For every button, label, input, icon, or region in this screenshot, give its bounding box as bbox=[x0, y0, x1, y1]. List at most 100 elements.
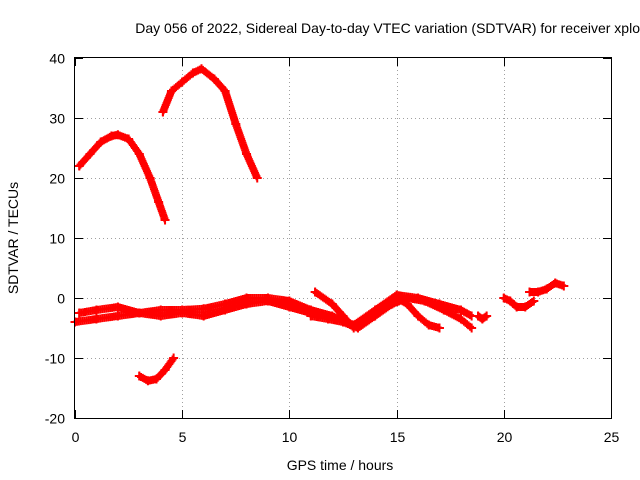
data-point bbox=[467, 323, 477, 333]
data-point bbox=[113, 311, 123, 321]
series-arc-6 bbox=[306, 293, 477, 333]
data-point bbox=[456, 314, 466, 324]
data-point bbox=[402, 299, 412, 309]
data-point bbox=[154, 197, 164, 207]
plot-frame bbox=[74, 57, 612, 419]
data-point bbox=[91, 314, 101, 324]
data-point bbox=[220, 305, 230, 315]
chart-title: Day 056 of 2022, Sidereal Day-to-day VTE… bbox=[135, 20, 640, 36]
data-point bbox=[434, 323, 444, 333]
tick-label-layer: 0 5 10 15 20 25 -20 -10 0 10 20 30 40 bbox=[45, 51, 620, 446]
data-point bbox=[533, 287, 543, 297]
data-point bbox=[327, 299, 337, 309]
data-point bbox=[166, 86, 176, 96]
data-point bbox=[370, 311, 380, 321]
data-point bbox=[96, 137, 106, 147]
series-arc-7 bbox=[310, 287, 359, 333]
y-tick-label: 20 bbox=[49, 171, 65, 187]
series-arc-10 bbox=[499, 293, 539, 312]
data-point bbox=[209, 74, 219, 84]
data-point bbox=[188, 68, 198, 78]
data-point bbox=[559, 281, 569, 291]
data-point bbox=[310, 287, 320, 297]
data-point bbox=[231, 119, 241, 129]
y-tick-label: 0 bbox=[57, 291, 65, 307]
data-point bbox=[106, 131, 116, 141]
data-point bbox=[199, 311, 209, 321]
data-point bbox=[196, 64, 206, 74]
x-tick-label: 25 bbox=[604, 429, 620, 445]
y-tick-label: 40 bbox=[49, 51, 65, 67]
data-point bbox=[134, 371, 144, 381]
y-axis-label: SDTVAR / TECUs bbox=[5, 182, 21, 294]
data-point bbox=[419, 296, 429, 306]
data-point bbox=[74, 308, 84, 318]
data-point bbox=[242, 149, 252, 159]
series-arc-3 bbox=[134, 353, 179, 386]
data-point bbox=[177, 77, 187, 87]
data-point bbox=[482, 311, 492, 321]
marker bbox=[168, 355, 177, 364]
data-point bbox=[252, 173, 262, 183]
data-layer bbox=[70, 64, 569, 386]
x-tick-label: 15 bbox=[390, 429, 406, 445]
series-arc-9 bbox=[473, 311, 492, 324]
data-point bbox=[505, 296, 515, 306]
data-point bbox=[456, 305, 466, 315]
marker bbox=[466, 322, 475, 331]
data-point bbox=[113, 130, 123, 140]
data-point bbox=[529, 296, 539, 306]
data-point bbox=[242, 299, 252, 309]
data-point bbox=[306, 311, 316, 321]
data-point bbox=[550, 278, 560, 288]
series-arc-2 bbox=[158, 64, 262, 183]
grid-layer bbox=[75, 58, 611, 418]
data-point bbox=[323, 314, 333, 324]
y-tick-label: -10 bbox=[45, 351, 65, 367]
data-point bbox=[124, 134, 134, 144]
x-tick-label: 0 bbox=[72, 429, 80, 445]
data-point bbox=[74, 161, 84, 171]
data-point bbox=[151, 374, 161, 384]
data-point bbox=[499, 293, 509, 303]
data-point bbox=[156, 311, 166, 321]
series-arc-1 bbox=[74, 130, 170, 225]
tick-layer bbox=[75, 58, 612, 419]
series-arc-5 bbox=[74, 296, 316, 321]
y-tick-label: 30 bbox=[49, 111, 65, 127]
x-tick-label: 5 bbox=[179, 429, 187, 445]
data-point bbox=[160, 215, 170, 225]
y-tick-label: -20 bbox=[45, 411, 65, 427]
x-tick-label: 10 bbox=[282, 429, 298, 445]
data-point bbox=[424, 320, 434, 330]
data-point bbox=[134, 149, 144, 159]
data-point bbox=[387, 299, 397, 309]
x-axis-label: GPS time / hours bbox=[287, 457, 394, 473]
data-point bbox=[145, 173, 155, 183]
marker bbox=[348, 322, 357, 331]
data-point bbox=[284, 302, 294, 312]
data-point bbox=[91, 305, 101, 315]
data-point bbox=[160, 365, 170, 375]
y-tick-label: 10 bbox=[49, 231, 65, 247]
data-point bbox=[263, 296, 273, 306]
data-point bbox=[134, 308, 144, 318]
series-arc-11 bbox=[525, 278, 569, 297]
data-point bbox=[177, 308, 187, 318]
data-point bbox=[542, 284, 552, 294]
data-point bbox=[392, 293, 402, 303]
data-point bbox=[413, 311, 423, 321]
data-point bbox=[520, 302, 530, 312]
data-point bbox=[349, 323, 359, 333]
data-point bbox=[85, 149, 95, 159]
data-point bbox=[220, 86, 230, 96]
data-point bbox=[439, 305, 449, 315]
x-tick-label: 20 bbox=[497, 429, 513, 445]
data-point bbox=[158, 107, 168, 117]
data-point bbox=[143, 376, 153, 386]
data-point bbox=[512, 302, 522, 312]
data-point bbox=[169, 353, 179, 363]
data-point bbox=[113, 302, 123, 312]
data-point bbox=[525, 287, 535, 297]
